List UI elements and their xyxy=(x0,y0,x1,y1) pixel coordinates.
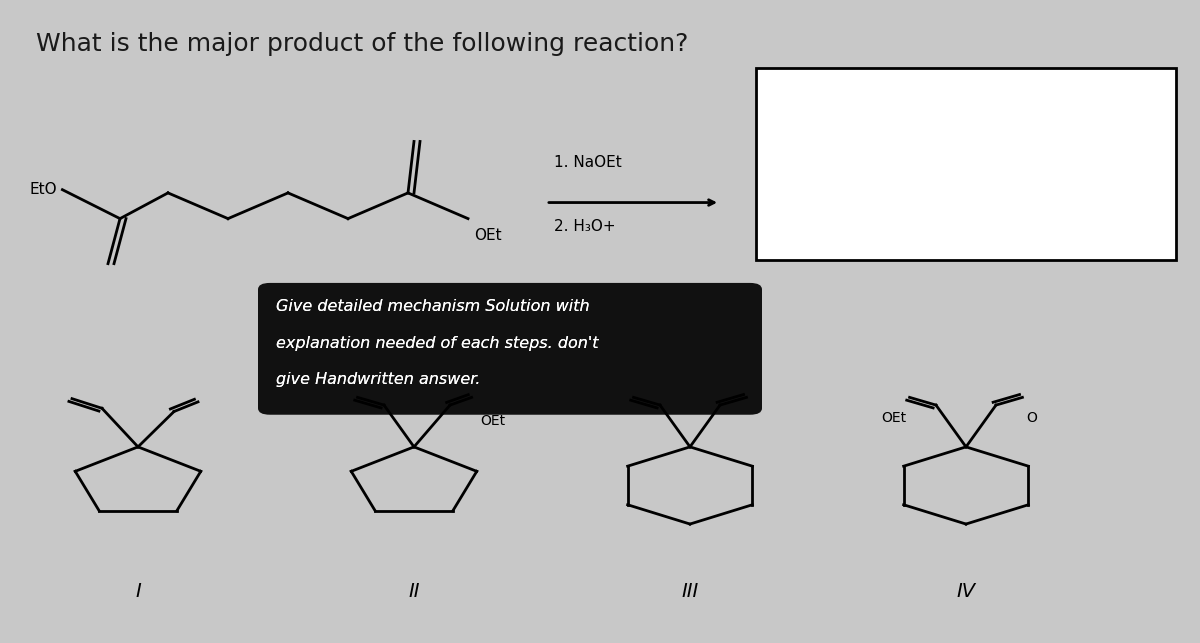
Text: I: I xyxy=(136,582,140,601)
FancyBboxPatch shape xyxy=(258,283,762,415)
Text: OEt: OEt xyxy=(881,411,906,425)
Text: 1. NaOEt: 1. NaOEt xyxy=(554,156,622,170)
Text: 2. H₃O+: 2. H₃O+ xyxy=(554,219,616,233)
Text: OEt: OEt xyxy=(480,414,505,428)
Text: O: O xyxy=(1026,411,1037,425)
Text: EtO: EtO xyxy=(30,182,58,197)
Text: IV: IV xyxy=(956,582,976,601)
Text: give Handwritten answer.: give Handwritten answer. xyxy=(276,372,480,387)
Text: explanation needed of each steps. don't: explanation needed of each steps. don't xyxy=(276,336,599,350)
Text: give Handwritten answer.: give Handwritten answer. xyxy=(276,372,480,387)
Text: What is the major product of the following reaction?: What is the major product of the followi… xyxy=(36,32,689,56)
Text: OEt: OEt xyxy=(474,228,502,243)
FancyBboxPatch shape xyxy=(756,68,1176,260)
Text: II: II xyxy=(408,582,420,601)
Text: Give detailed mechanism Solution with: Give detailed mechanism Solution with xyxy=(276,299,589,314)
Text: III: III xyxy=(682,582,698,601)
Text: Give detailed mechanism Solution with: Give detailed mechanism Solution with xyxy=(276,299,589,314)
Text: explanation needed of each steps. don't: explanation needed of each steps. don't xyxy=(276,336,599,350)
